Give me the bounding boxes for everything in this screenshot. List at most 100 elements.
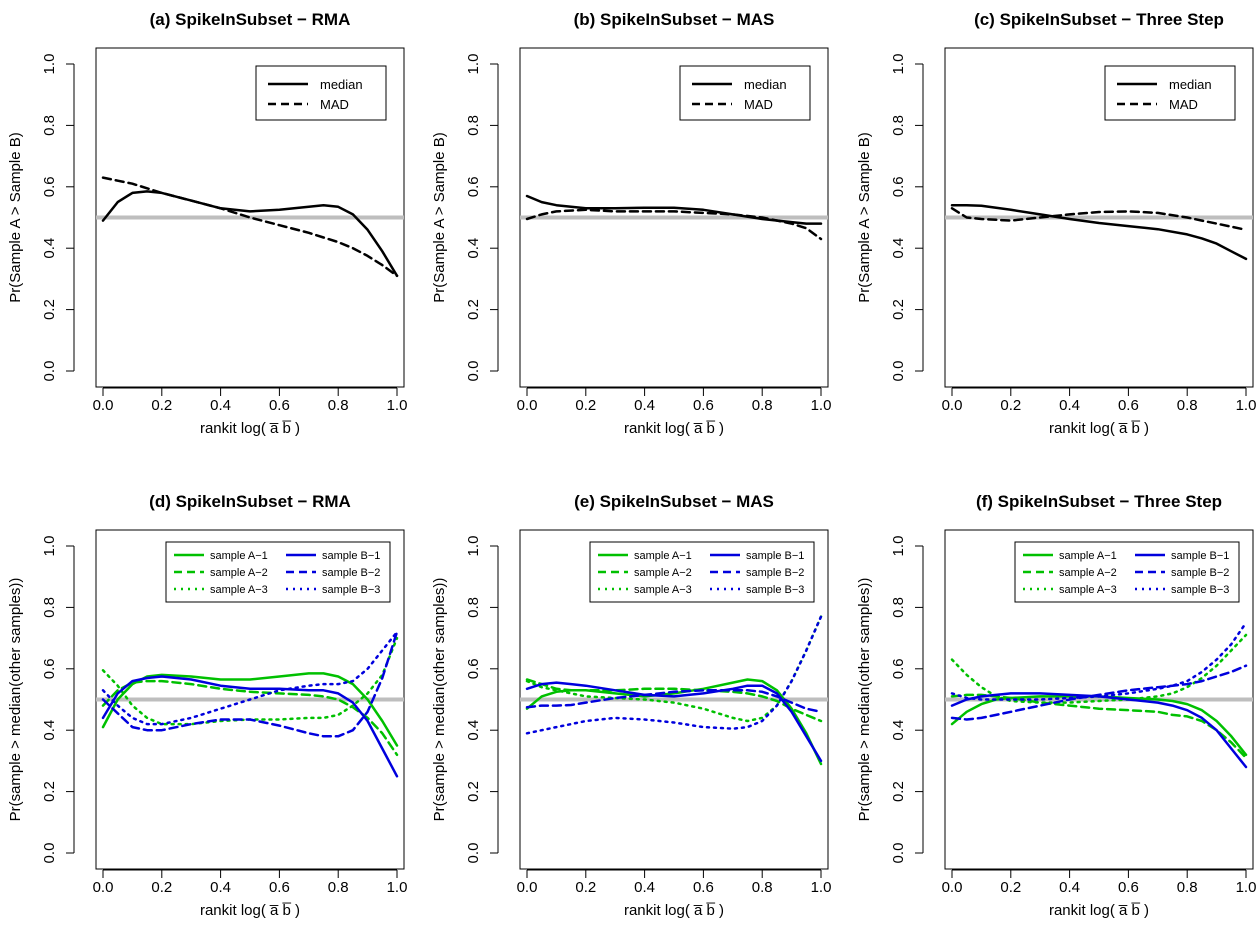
y-axis-label: Pr(Sample A > Sample B) [856,132,873,303]
x-tick-label: 1.0 [1236,879,1257,896]
y-tick-label: 0.0 [890,843,907,864]
series-line-0 [950,203,1248,261]
x-tick-label: 0.8 [328,397,349,414]
legend-label: sample B−2 [322,567,380,579]
x-tick-label: 0.4 [634,879,655,896]
x-tick-label: 0.2 [151,397,172,414]
legend-label: sample A−1 [1059,550,1117,562]
legend-label: sample A−1 [634,550,692,562]
y-axis-label: Pr(Sample A > Sample B) [7,132,24,303]
x-tick-label: 0.8 [752,397,773,414]
y-tick-label: 0.2 [890,299,907,320]
y-axis-label: Pr(Sample A > Sample B) [431,132,448,303]
panel-0: (a) SpikeInSubset − RMA 0.0 0.2 0.4 0.6 0.8 1.… [7,10,407,437]
x-tick-label: 0.2 [575,397,596,414]
legend-label: MAD [320,97,349,112]
legend-label: sample B−1 [1171,550,1229,562]
x-tick-label: 0.0 [517,879,538,896]
x-axis-label: rankit log( a̅ b̅ ) [200,902,300,919]
x-tick-label: 1.0 [811,879,832,896]
x-tick-label: 0.2 [1000,397,1021,414]
y-tick-label: 0.8 [890,597,907,618]
series-line-0 [525,194,823,225]
x-tick-label: 0.4 [1059,879,1080,896]
legend-label: sample B−1 [746,550,804,562]
series-line-2 [950,633,1248,704]
x-tick-label: 0.8 [1177,879,1198,896]
x-tick-label: 1.0 [811,397,832,414]
series-line-4 [101,630,399,738]
chart-title: (e) SpikeInSubset − MAS [574,492,774,511]
y-tick-label: 0.8 [465,115,482,136]
series-line-4 [525,689,823,714]
x-axis-label: rankit log( a̅ b̅ ) [624,420,724,437]
y-tick-label: 0.8 [890,115,907,136]
y-tick-label: 0.0 [890,361,907,382]
x-tick-label: 0.6 [693,397,714,414]
y-tick-label: 1.0 [890,536,907,557]
series-line-5 [525,615,823,735]
series-line-3 [525,681,823,763]
legend-label: sample B−2 [1171,567,1229,579]
legend-label: sample A−2 [634,567,692,579]
series-line-2 [101,636,399,726]
y-tick-label: 0.0 [41,843,58,864]
x-tick-label: 0.8 [752,879,773,896]
x-tick-label: 0.6 [269,397,290,414]
legend-label: sample A−3 [1059,584,1117,596]
y-tick-label: 0.2 [465,299,482,320]
y-tick-label: 0.2 [41,299,58,320]
x-axis-label: rankit log( a̅ b̅ ) [1049,420,1149,437]
y-tick-label: 0.8 [41,115,58,136]
y-tick-label: 1.0 [890,54,907,75]
legend-box [255,65,387,121]
panel-4: (e) SpikeInSubset − MAS 0.0 0.2 0.4 0.6 0.8 1.… [431,492,831,919]
x-tick-label: 0.0 [517,397,538,414]
y-axis-label: Pr(sample > median(other samples)) [856,578,873,822]
series-line-4 [950,664,1248,721]
y-tick-label: 0.4 [890,720,907,741]
x-tick-label: 0.0 [942,397,963,414]
x-tick-label: 0.6 [1118,879,1139,896]
x-tick-label: 0.4 [210,397,231,414]
y-tick-label: 1.0 [465,54,482,75]
x-tick-label: 0.4 [210,879,231,896]
series-line-1 [525,678,823,723]
x-tick-label: 0.6 [693,879,714,896]
x-tick-label: 0.0 [942,879,963,896]
y-tick-label: 0.6 [465,658,482,679]
chart-title: (b) SpikeInSubset − MAS [574,10,775,29]
y-axis-label: Pr(sample > median(other samples)) [7,578,24,822]
series-line-0 [101,672,399,747]
panel-2: (c) SpikeInSubset − Three Step 0.0 0.2 0.4 0… [856,10,1256,437]
y-tick-label: 0.4 [465,720,482,741]
series-line-1 [950,207,1248,232]
legend-label: median [1169,77,1212,92]
legend-label: sample B−2 [746,567,804,579]
y-tick-label: 1.0 [41,536,58,557]
y-tick-label: 0.8 [465,597,482,618]
x-tick-label: 0.2 [151,879,172,896]
x-tick-label: 0.6 [1118,397,1139,414]
legend-label: sample B−3 [746,584,804,596]
y-tick-label: 0.6 [41,176,58,197]
legend-label: median [744,77,787,92]
x-tick-label: 0.8 [328,879,349,896]
y-tick-label: 0.0 [465,361,482,382]
x-axis-label: rankit log( a̅ b̅ ) [624,902,724,919]
y-axis-label: Pr(sample > median(other samples)) [431,578,448,822]
x-tick-label: 0.0 [93,879,114,896]
legend-box [679,65,811,121]
legend-label: MAD [744,97,773,112]
series-line-0 [101,190,399,278]
series-line-1 [525,208,823,241]
x-tick-label: 0.8 [1177,397,1198,414]
y-tick-label: 1.0 [465,536,482,557]
x-tick-label: 0.4 [634,397,655,414]
y-tick-label: 0.4 [465,238,482,259]
x-tick-label: 1.0 [387,397,408,414]
legend-label: sample A−1 [210,550,268,562]
y-tick-label: 0.6 [890,176,907,197]
legend-box [1104,65,1236,121]
y-tick-label: 0.6 [890,658,907,679]
